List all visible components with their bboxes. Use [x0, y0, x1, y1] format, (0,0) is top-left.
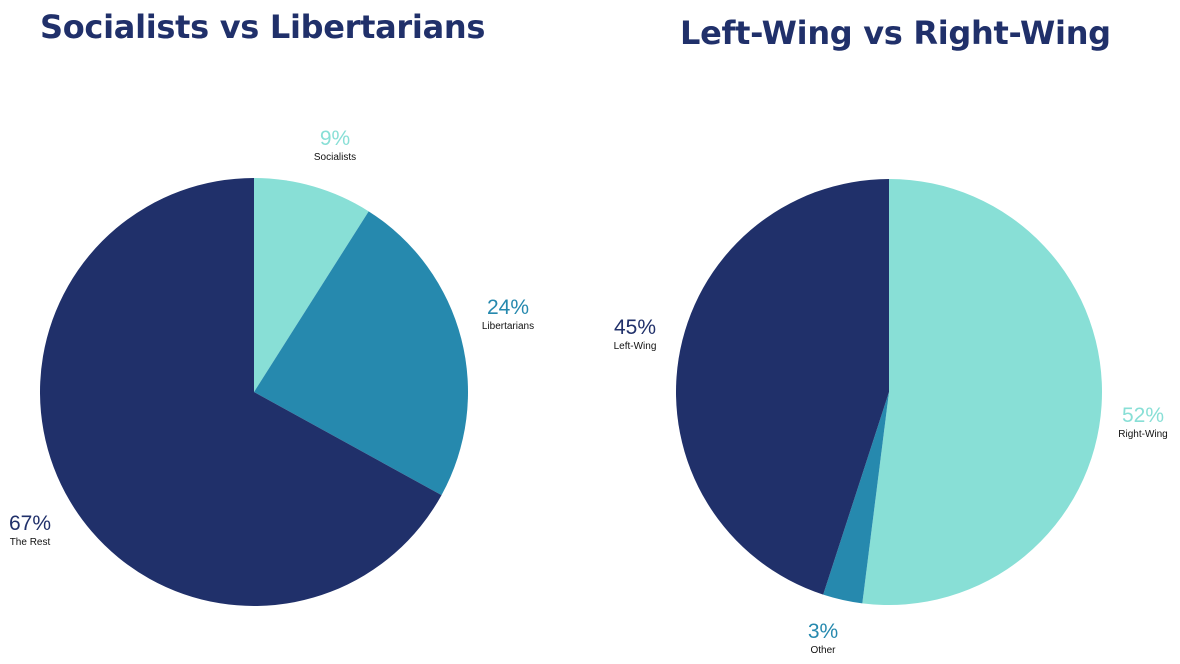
- slice-label-libertarians: 24% Libertarians: [468, 296, 548, 334]
- chart-title-socialists-vs-libertarians: Socialists vs Libertarians: [40, 8, 486, 46]
- pie-slice-libertarians: [254, 211, 468, 496]
- slice-name-socialists: Socialists: [313, 152, 357, 163]
- slice-label-the-rest: 67% The Rest: [0, 512, 60, 550]
- pie-slice-socialists: [254, 178, 369, 392]
- slice-name-left-wing: Left-Wing: [613, 341, 657, 352]
- slice-label-socialists: 9% Socialists: [305, 127, 365, 165]
- slice-value-the-rest: 67%: [8, 512, 52, 535]
- slice-name-libertarians: Libertarians: [481, 321, 535, 332]
- slice-value-other: 3%: [807, 620, 839, 643]
- slice-label-left-wing: 45% Left-Wing: [600, 316, 670, 354]
- pie-slice-right-wing: [862, 179, 1102, 605]
- slice-name-the-rest: The Rest: [9, 537, 51, 548]
- slice-label-right-wing: 52% Right-Wing: [1110, 404, 1176, 442]
- pie-slice-the-rest: [39, 178, 442, 606]
- slice-name-other: Other: [810, 645, 836, 656]
- slice-name-right-wing: Right-Wing: [1118, 429, 1168, 440]
- chart-title-left-vs-right-wing: Left-Wing vs Right-Wing: [680, 14, 1111, 52]
- slice-value-right-wing: 52%: [1121, 404, 1165, 427]
- pie-slice-other: [823, 392, 889, 604]
- slice-value-left-wing: 45%: [613, 316, 657, 339]
- slice-value-libertarians: 24%: [486, 296, 530, 319]
- slice-label-other: 3% Other: [793, 620, 853, 658]
- pie-slice-left-wing: [676, 179, 889, 595]
- slice-value-socialists: 9%: [319, 127, 351, 150]
